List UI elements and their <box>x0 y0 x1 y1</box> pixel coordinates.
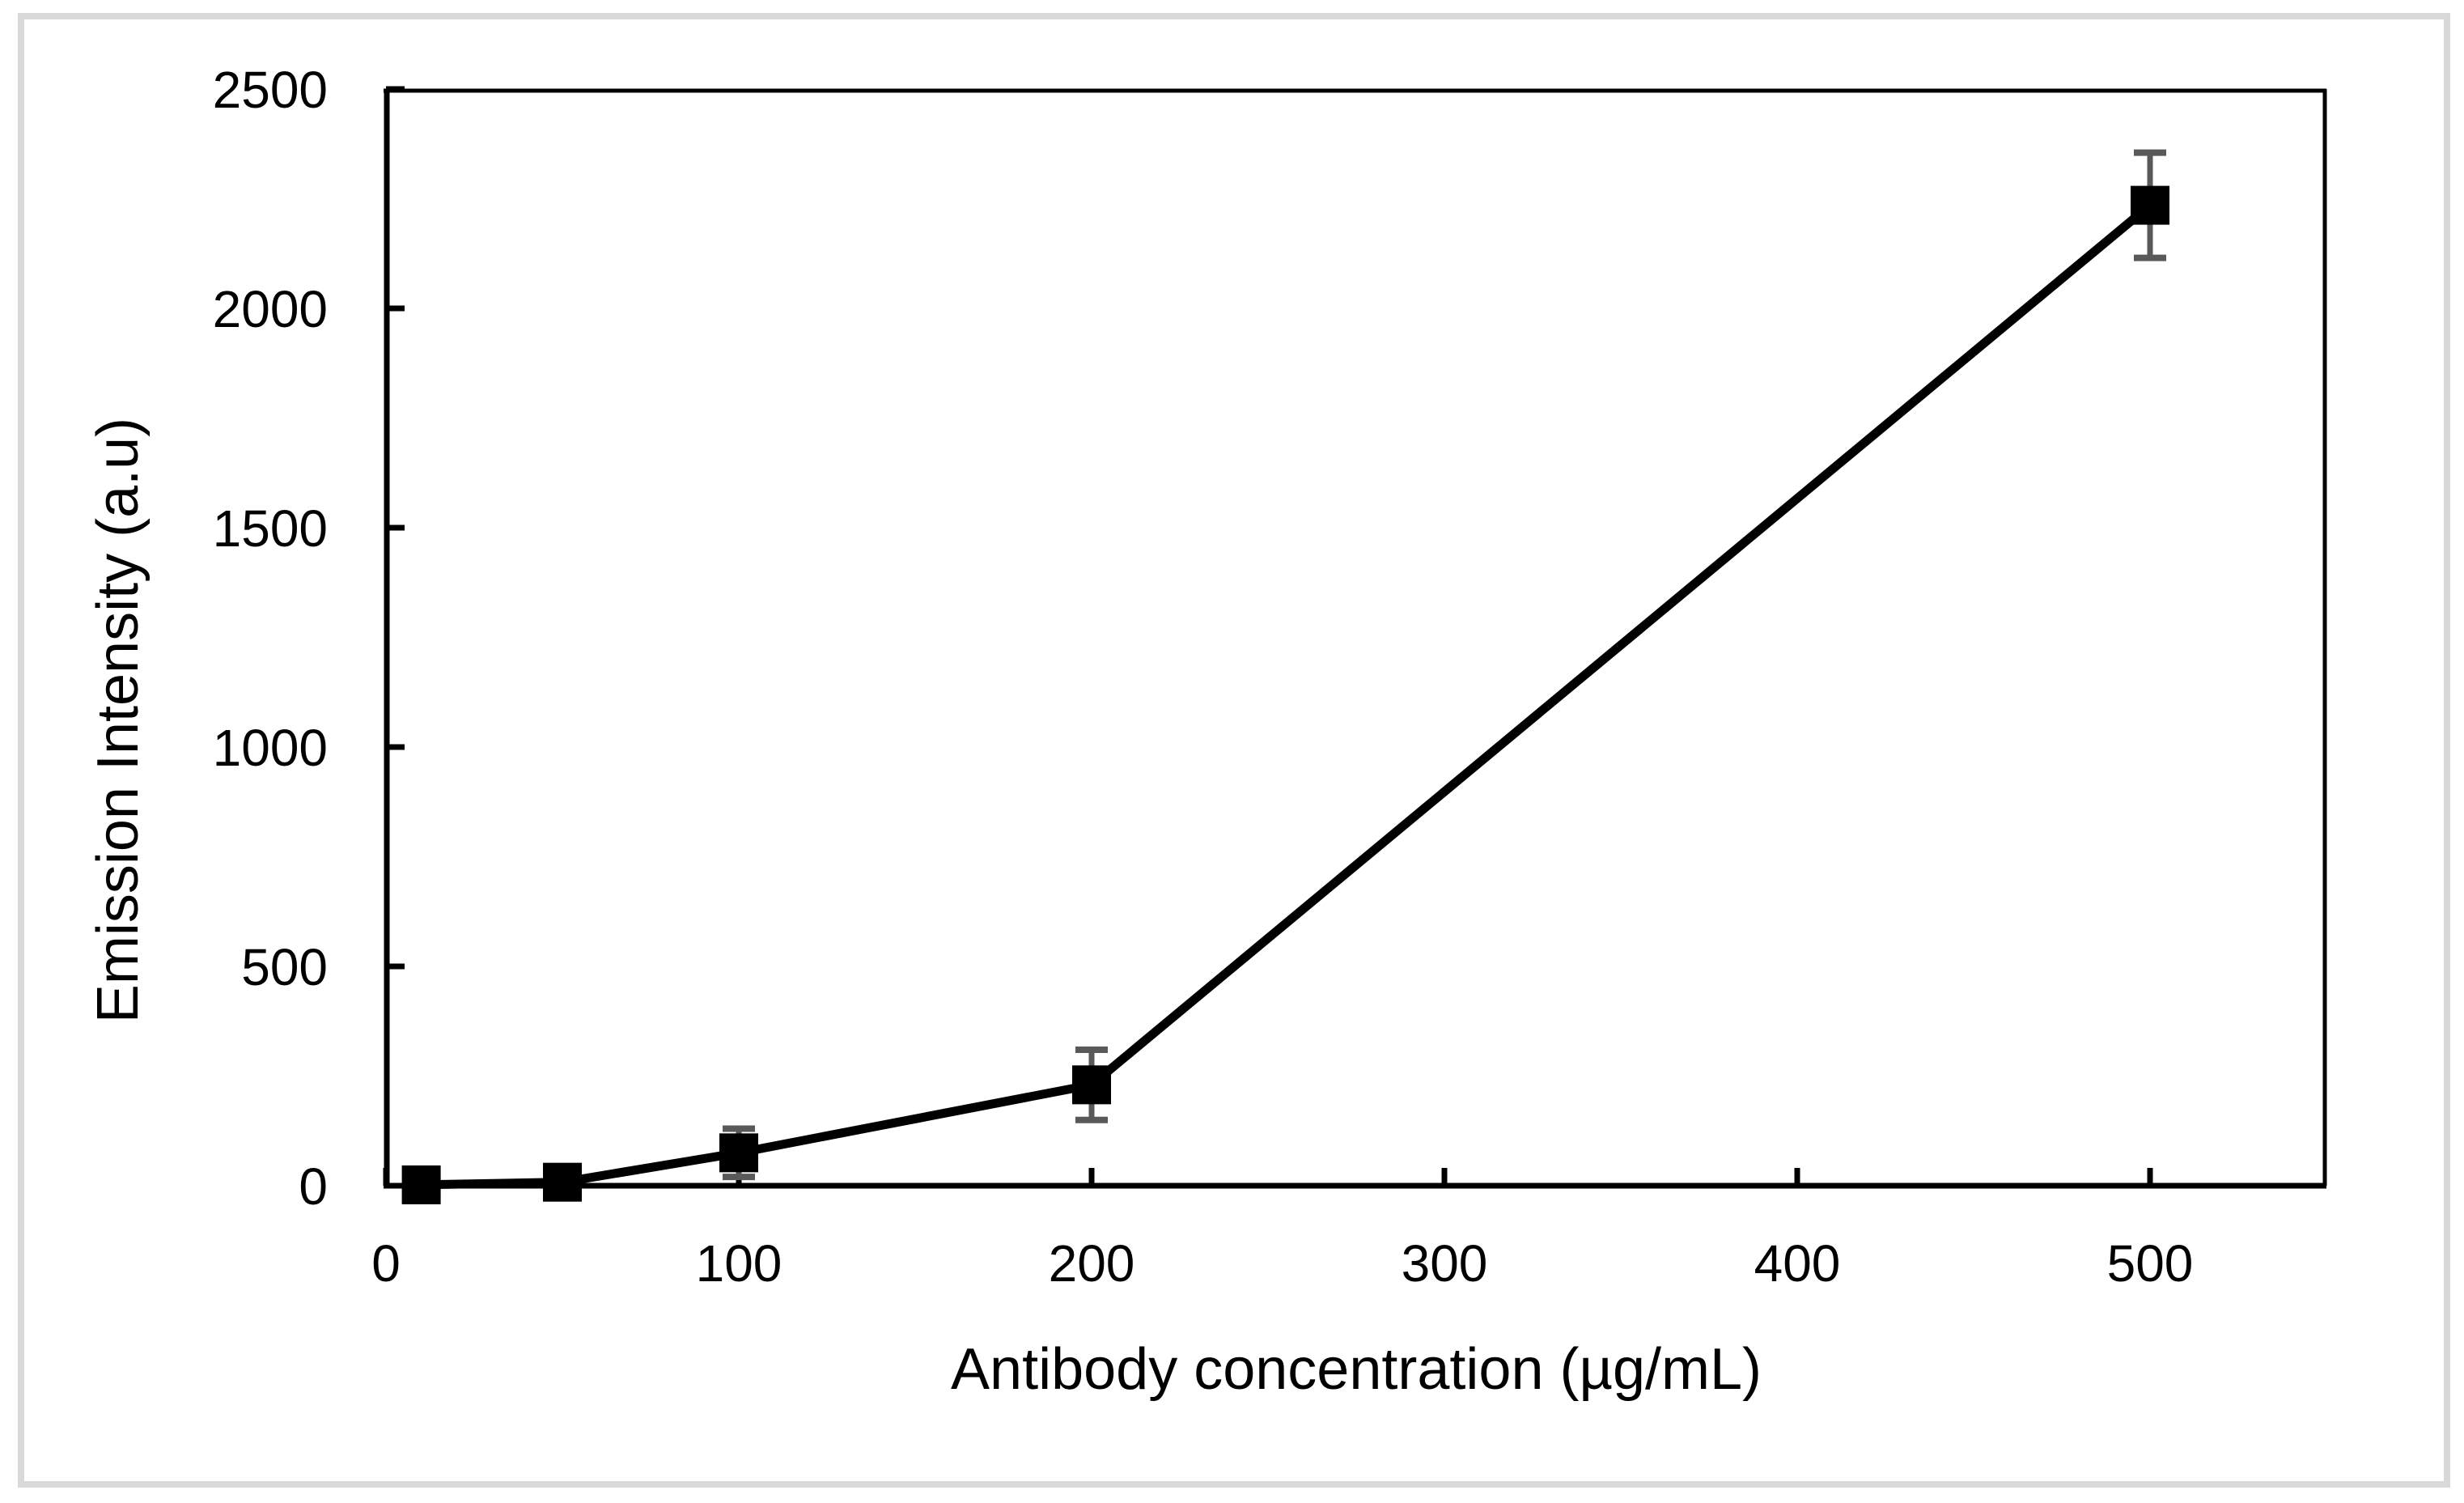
data-point-marker <box>719 1133 758 1173</box>
data-point-marker <box>401 1165 441 1204</box>
x-tick-label: 300 <box>1402 1234 1488 1293</box>
series-line <box>421 202 2153 1190</box>
y-tick-label: 1500 <box>213 499 328 558</box>
y-tick-label: 500 <box>241 938 328 996</box>
x-tick-label: 0 <box>371 1234 401 1293</box>
y-tick-label: 2500 <box>213 61 328 119</box>
y-tick-label: 1000 <box>213 719 328 777</box>
y-axis-title: Emission Intensity (a.u) <box>86 418 151 1023</box>
x-tick-label: 100 <box>696 1234 782 1293</box>
y-tick-label: 2000 <box>213 280 328 338</box>
x-axis-title: Antibody concentration (µg/mL) <box>951 1337 1762 1402</box>
x-tick-label: 400 <box>1754 1234 1841 1293</box>
data-point-marker <box>1072 1065 1111 1105</box>
x-tick-label: 500 <box>2107 1234 2194 1293</box>
y-tick-label: 0 <box>299 1157 328 1216</box>
data-point-marker <box>543 1162 582 1202</box>
data-point-marker <box>2131 185 2169 225</box>
chart-frame <box>18 13 2450 1488</box>
plot-area: 0 100 200 300 400 500 0 500 1000 1500 2000 2500 <box>213 61 2327 1293</box>
x-tick-label: 200 <box>1049 1234 1135 1293</box>
